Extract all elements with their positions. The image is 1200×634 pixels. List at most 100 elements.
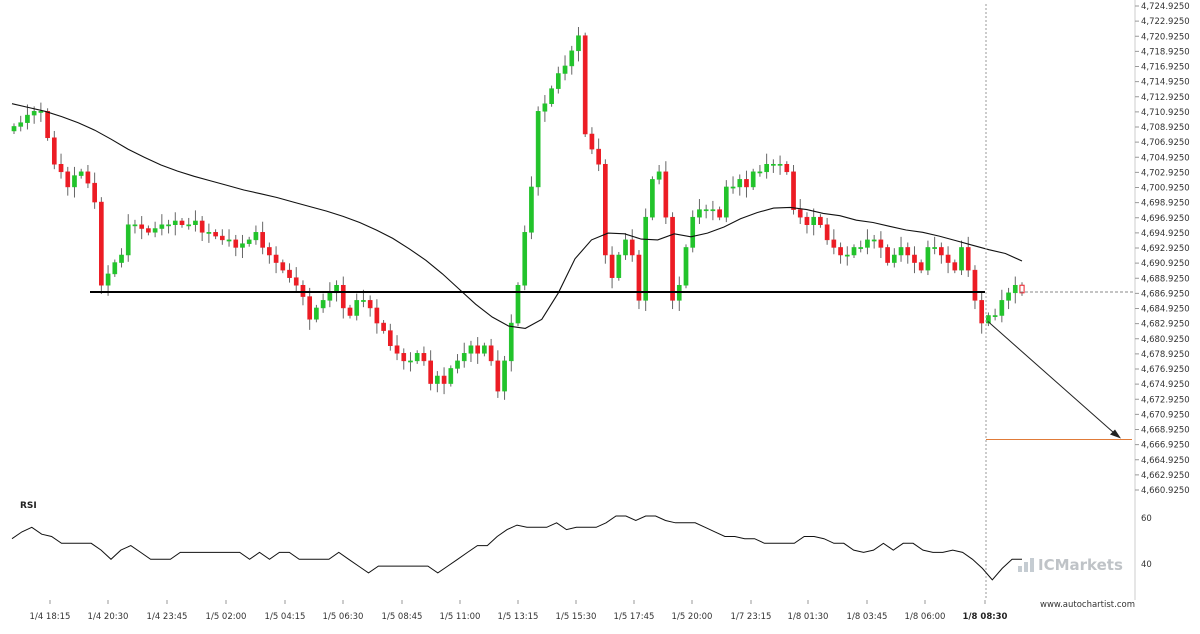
candle [965,247,971,271]
candle [932,247,937,249]
price-tick-label: 4,680.9250 [1141,335,1190,345]
candle [401,353,407,362]
price-tick-label: 4,724.9250 [1141,2,1190,12]
candle [152,228,158,233]
candle [213,232,218,237]
candle [650,179,655,218]
candle [367,300,373,309]
candle [58,163,64,173]
candle [488,345,494,362]
candle [589,133,595,150]
price-tick-label: 4,700.9250 [1141,184,1190,194]
rsi-line [11,515,1022,581]
candle [125,224,131,256]
candle [582,35,588,135]
candle [293,277,299,286]
candle [508,322,514,362]
price-tick-label: 4,692.9250 [1141,244,1190,254]
candle [92,182,97,203]
candle [697,209,702,218]
candle [555,73,561,89]
forecast-arrow-head [1110,429,1121,439]
rsi-level-label: 40 [1141,560,1152,570]
time-tick-label: 1/5 02:00 [206,612,247,622]
price-tick-label: 4,688.9250 [1141,274,1190,284]
candle [233,239,239,248]
price-tick-label: 4,698.9250 [1141,199,1190,209]
candle [784,163,790,173]
candle [166,224,171,227]
candle [186,224,192,227]
candle [31,111,37,116]
candle [441,375,447,384]
time-tick-label: 1/5 04:15 [265,612,306,622]
candle [979,300,985,324]
candle [260,232,265,248]
candle [435,375,440,384]
candle [394,345,400,354]
candle [320,300,326,309]
candle [972,269,978,301]
candle [838,247,843,256]
time-tick-label: 1/8 01:30 [788,612,829,622]
price-tick-label: 4,704.9250 [1141,153,1190,163]
candle [179,220,185,225]
candle [878,239,884,248]
candle [636,254,642,301]
price-tick-label: 4,668.9250 [1141,426,1190,436]
candle [1012,284,1018,294]
price-tick-label: 4,706.9250 [1141,138,1190,148]
time-tick-label: 1/7 23:15 [731,612,772,622]
candle [811,216,817,225]
candle [307,296,313,320]
candle [267,247,272,256]
candle [502,360,507,392]
candle [1006,292,1011,301]
candle [717,209,722,218]
price-tick-label: 4,716.9250 [1141,63,1190,73]
price-tick-label: 4,722.9250 [1141,17,1190,27]
candle [797,209,803,218]
price-tick-label: 4,686.9250 [1141,289,1190,299]
candle [132,224,138,227]
candle [905,247,911,256]
candle [45,111,50,139]
candle [314,307,319,320]
candle [11,126,17,132]
price-tick-label: 4,660.9250 [1141,486,1190,496]
candle [327,292,333,301]
candle [280,262,286,271]
candle [522,232,528,286]
price-tick-label: 4,696.9250 [1141,214,1190,224]
candle [771,163,776,166]
time-tick-label: 1/8 06:00 [905,612,946,622]
candle [999,300,1005,316]
candle [986,315,991,324]
candle [448,368,454,384]
candle [851,247,857,256]
price-tick-label: 4,708.9250 [1141,123,1190,133]
candle [273,254,279,263]
candle [690,216,696,248]
candle [347,307,353,316]
time-tick-label: 1/4 23:45 [147,612,188,622]
candle [939,247,944,256]
candle [51,137,57,165]
candle [428,360,433,384]
price-tick-label: 4,678.9250 [1141,350,1190,360]
candle [455,360,460,369]
candle [219,235,225,241]
candle [670,216,675,301]
forecast-arrow-line [987,321,1119,437]
candle [408,360,413,363]
price-tick-label: 4,684.9250 [1141,305,1190,315]
candle [529,186,534,233]
candle [952,262,958,271]
candle [1019,284,1025,294]
candle [824,224,830,241]
candle [596,148,601,165]
candle [791,171,796,210]
candle [891,254,897,263]
price-tick-label: 4,662.9250 [1141,471,1190,481]
